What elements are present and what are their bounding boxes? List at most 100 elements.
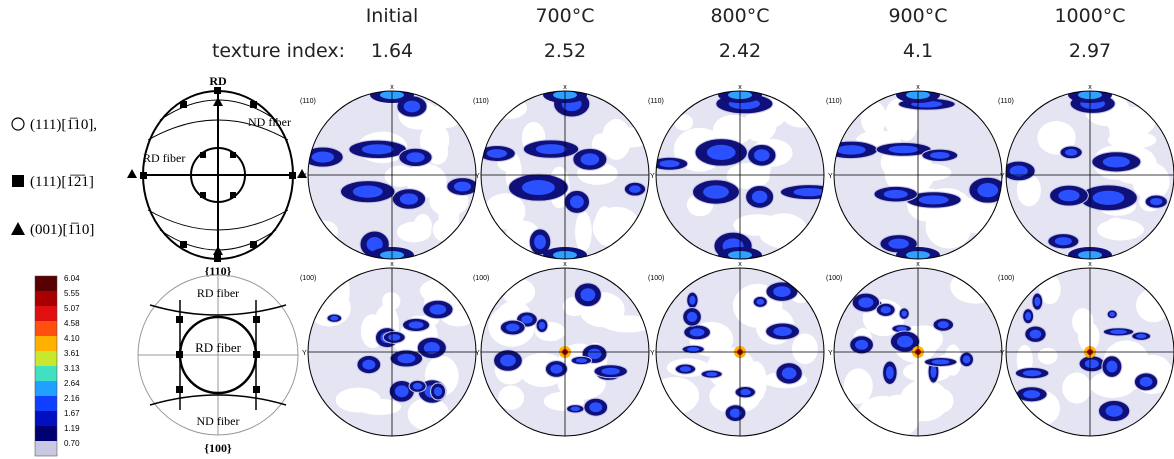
colorbar-band [35, 291, 57, 306]
pole-figure-outline [1005, 267, 1174, 437]
pole-figure-label: (100) [300, 275, 316, 282]
axis-label: Y [1000, 350, 1005, 357]
axis-label: x [390, 261, 394, 268]
axis-label: Y [650, 173, 655, 180]
pole-figure-outline [1005, 90, 1174, 260]
axis-label: x [390, 84, 394, 91]
rd-fiber-label: RD fiber [195, 340, 242, 355]
pole-figure-label: (100) [826, 275, 842, 282]
pole-figure-label: (110) [648, 98, 664, 105]
colorbar-label: 0.70 [64, 439, 80, 448]
pole-figure-label: (100) [473, 275, 489, 282]
colorbar-band [35, 381, 57, 396]
axis-label: Y [475, 350, 480, 357]
plane-label: {100} [204, 441, 232, 455]
pole-figure [1006, 268, 1174, 436]
colorbar-band [35, 366, 57, 381]
orientation-label: (111)[1̅10], [30, 117, 97, 133]
pole-figure [834, 91, 1002, 259]
texture-index: 4.1 [903, 40, 933, 62]
axis-label: x [916, 84, 920, 91]
axis-label: Y [1000, 173, 1005, 180]
colorbar-band [35, 426, 57, 441]
pole-figure [308, 91, 476, 259]
colorbar-band [35, 321, 57, 336]
pole-figure [308, 268, 476, 436]
colorbar-label: 5.07 [64, 304, 80, 313]
texture-index: 2.52 [544, 40, 586, 62]
pole-figure-outline [307, 90, 477, 260]
colorbar-band [35, 396, 57, 411]
pole-figure-outline [480, 90, 650, 260]
colorbar-label: 2.16 [64, 394, 80, 403]
colorbar-label: 3.61 [64, 349, 80, 358]
pole-figure [481, 268, 649, 436]
pole-figure-outline [480, 267, 650, 437]
colorbar-label: 1.19 [64, 424, 80, 433]
texture-index: 1.64 [371, 40, 413, 62]
axis-label: Y [302, 350, 307, 357]
pole-figure [1006, 91, 1174, 259]
texture-index: 2.97 [1069, 40, 1111, 62]
nd-fiber-label: ND fiber [197, 414, 240, 428]
colorbar-band [35, 351, 57, 366]
rd-fiber-label: RD fiber [197, 286, 239, 300]
column-title: 700°C [535, 5, 594, 27]
schematic-100-markers [176, 316, 260, 393]
axis-label: Y [475, 173, 480, 180]
colorbar-band [35, 441, 57, 456]
pole-figure-label: (110) [473, 98, 489, 105]
column-title: Initial [366, 5, 419, 27]
colorbar-band [35, 306, 57, 321]
colorbar-label: 5.55 [64, 289, 80, 298]
axis-label: Y [828, 350, 833, 357]
pole-figure-label: (110) [998, 98, 1014, 105]
axis-label: x [1088, 84, 1092, 91]
axis-label: x [563, 261, 567, 268]
orientation-label: (111)[1̅2̅1] [30, 174, 94, 190]
colorbar-band [35, 276, 57, 291]
colorbar-band [35, 411, 57, 426]
colorbar-label: 4.10 [64, 334, 80, 343]
pole-figure-outline [833, 90, 1003, 260]
pole-figure-label: (100) [998, 275, 1014, 282]
colorbar-band [35, 336, 57, 351]
pole-figure-label: (100) [648, 275, 664, 282]
column-title: 1000°C [1054, 5, 1125, 27]
rd-label: RD [209, 74, 227, 88]
pole-figure [656, 91, 824, 259]
pole-figure [656, 268, 824, 436]
colorbar-label: 6.04 [64, 274, 80, 283]
pole-figure-outline [655, 90, 825, 260]
colorbar-label: 3.13 [64, 364, 80, 373]
colorbar-label: 1.67 [64, 409, 80, 418]
rd-fiber-label: RD fiber [143, 151, 185, 165]
pole-figure-label: (110) [826, 98, 842, 105]
axis-label: Y [828, 173, 833, 180]
axis-label: x [916, 261, 920, 268]
axis-label: Y [302, 173, 307, 180]
axis-label: x [738, 84, 742, 91]
pole-figure-outline [655, 267, 825, 437]
pole-figure-outline [307, 267, 477, 437]
plane-label: {110} [205, 264, 232, 278]
orientation-label: (001)[1̅10] [30, 222, 94, 238]
column-title: 800°C [710, 5, 769, 27]
texture-index-label: texture index: [212, 40, 345, 62]
circle-symbol [11, 117, 25, 131]
axis-label: Y [650, 350, 655, 357]
axis-label: x [738, 261, 742, 268]
colorbar-label: 4.58 [64, 319, 80, 328]
column-title: 900°C [888, 5, 947, 27]
triangle-symbol [11, 222, 25, 235]
axis-label: x [563, 84, 567, 91]
nd-fiber-label: ND fiber [248, 115, 291, 129]
axis-label: x [1088, 261, 1092, 268]
pole-figure-outline [833, 267, 1003, 437]
square-symbol [12, 175, 24, 187]
schematic-110-markers [127, 87, 307, 262]
colorbar-label: 2.64 [64, 379, 80, 388]
pole-figure-label: (110) [300, 98, 316, 105]
pole-figure [481, 91, 649, 259]
